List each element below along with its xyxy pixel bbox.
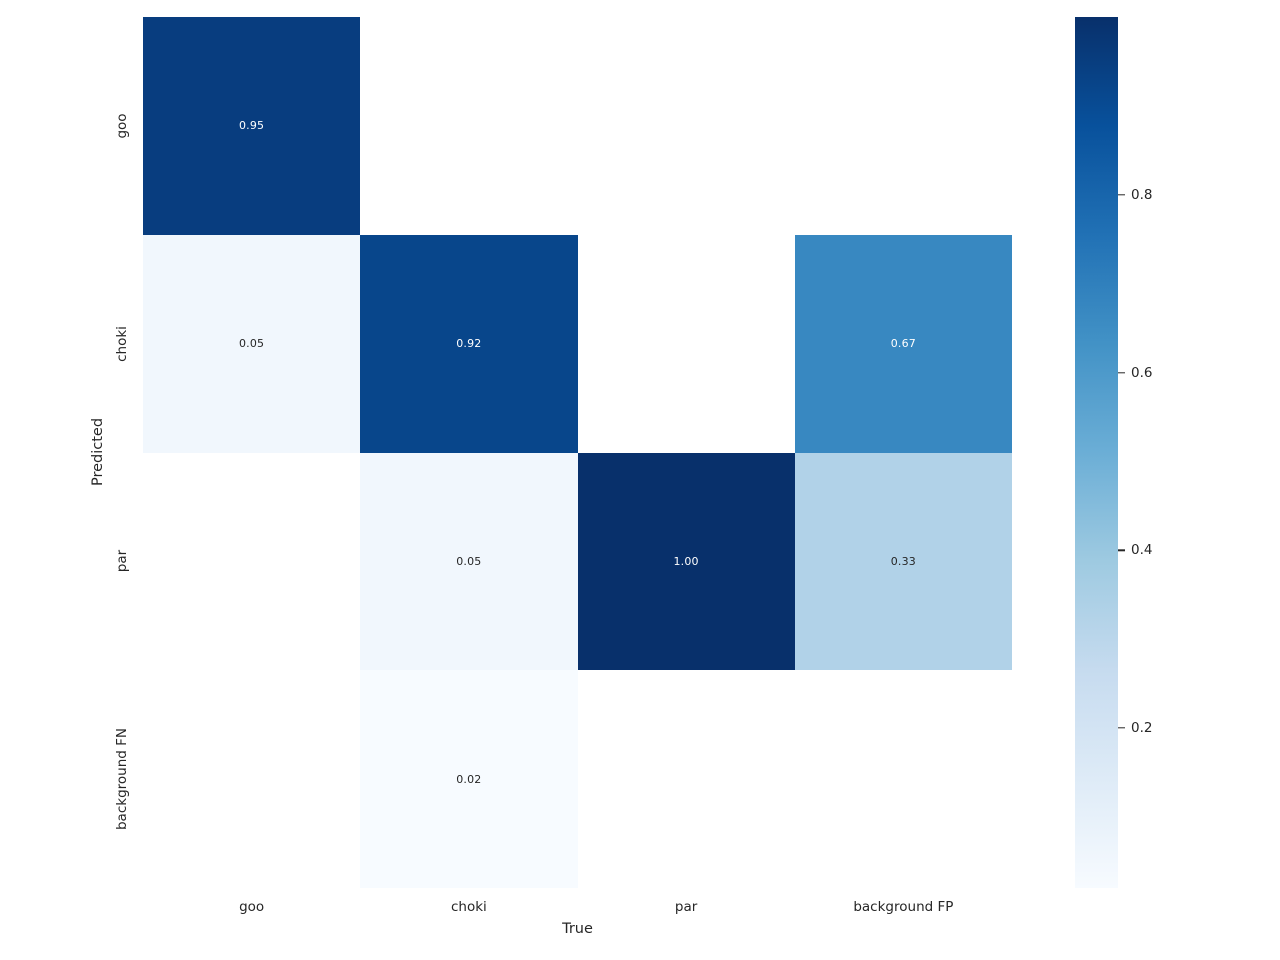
y-tick-label: background FN	[114, 728, 130, 831]
colorbar-tick-label: 0.6	[1131, 364, 1153, 381]
heatmap-cell: 0.02	[360, 670, 578, 888]
colorbar-tick-mark	[1118, 727, 1125, 729]
y-tick-label: par	[114, 550, 130, 573]
colorbar-tick-mark	[1118, 549, 1125, 551]
heatmap-cell: 0.05	[360, 452, 578, 671]
y-axis-title: Predicted	[90, 417, 106, 487]
y-tick-label: goo	[114, 113, 130, 139]
heatmap-cell: 0.95	[143, 17, 361, 235]
colorbar-tick-mark	[1118, 194, 1125, 196]
heatmap-cell	[577, 670, 795, 888]
heatmap-cell: 0.05	[143, 234, 361, 453]
cell-value: 0.92	[456, 337, 482, 351]
heatmap-cell	[577, 234, 795, 453]
colorbar-tick-label: 0.4	[1131, 542, 1153, 559]
x-tick-label: par	[674, 899, 698, 915]
heatmap-cell	[360, 17, 578, 235]
colorbar-tick-mark	[1118, 371, 1125, 374]
colorbar-tick-label: 0.2	[1131, 720, 1153, 737]
x-tick-label: choki	[450, 899, 487, 915]
heatmap-cell	[143, 670, 361, 888]
heatmap-cell: 0.92	[360, 234, 578, 453]
x-axis-title: True	[562, 921, 593, 937]
heatmap-cell	[143, 452, 361, 671]
cell-value: 0.67	[890, 337, 917, 351]
cell-value: 0.05	[456, 554, 482, 568]
x-tick-label: goo	[239, 899, 265, 915]
heatmap-cell: 0.33	[794, 452, 1012, 671]
cell-value: 0.33	[890, 554, 917, 568]
cell-value: 0.05	[238, 337, 265, 351]
x-tick-label: background FP	[853, 899, 954, 915]
cell-value: 1.00	[673, 554, 699, 568]
cell-value: 0.02	[456, 772, 482, 786]
heatmap-grid: 0.95 0.05 0.92 0.67 0.05 1.00 0.33 0.02	[143, 17, 1012, 888]
heatmap-cell: 0.67	[794, 234, 1012, 453]
heatmap-cell	[577, 17, 795, 235]
colorbar-tick-label: 0.8	[1131, 186, 1153, 203]
y-tick-label: choki	[114, 325, 130, 362]
heatmap-cell	[794, 670, 1012, 888]
cell-value: 0.95	[238, 119, 265, 133]
colorbar-gradient	[1075, 17, 1118, 888]
heatmap-cell	[794, 17, 1012, 235]
heatmap-cell: 1.00	[577, 452, 795, 671]
x-axis-tick-labels: goo choki par background FP	[143, 899, 1012, 915]
